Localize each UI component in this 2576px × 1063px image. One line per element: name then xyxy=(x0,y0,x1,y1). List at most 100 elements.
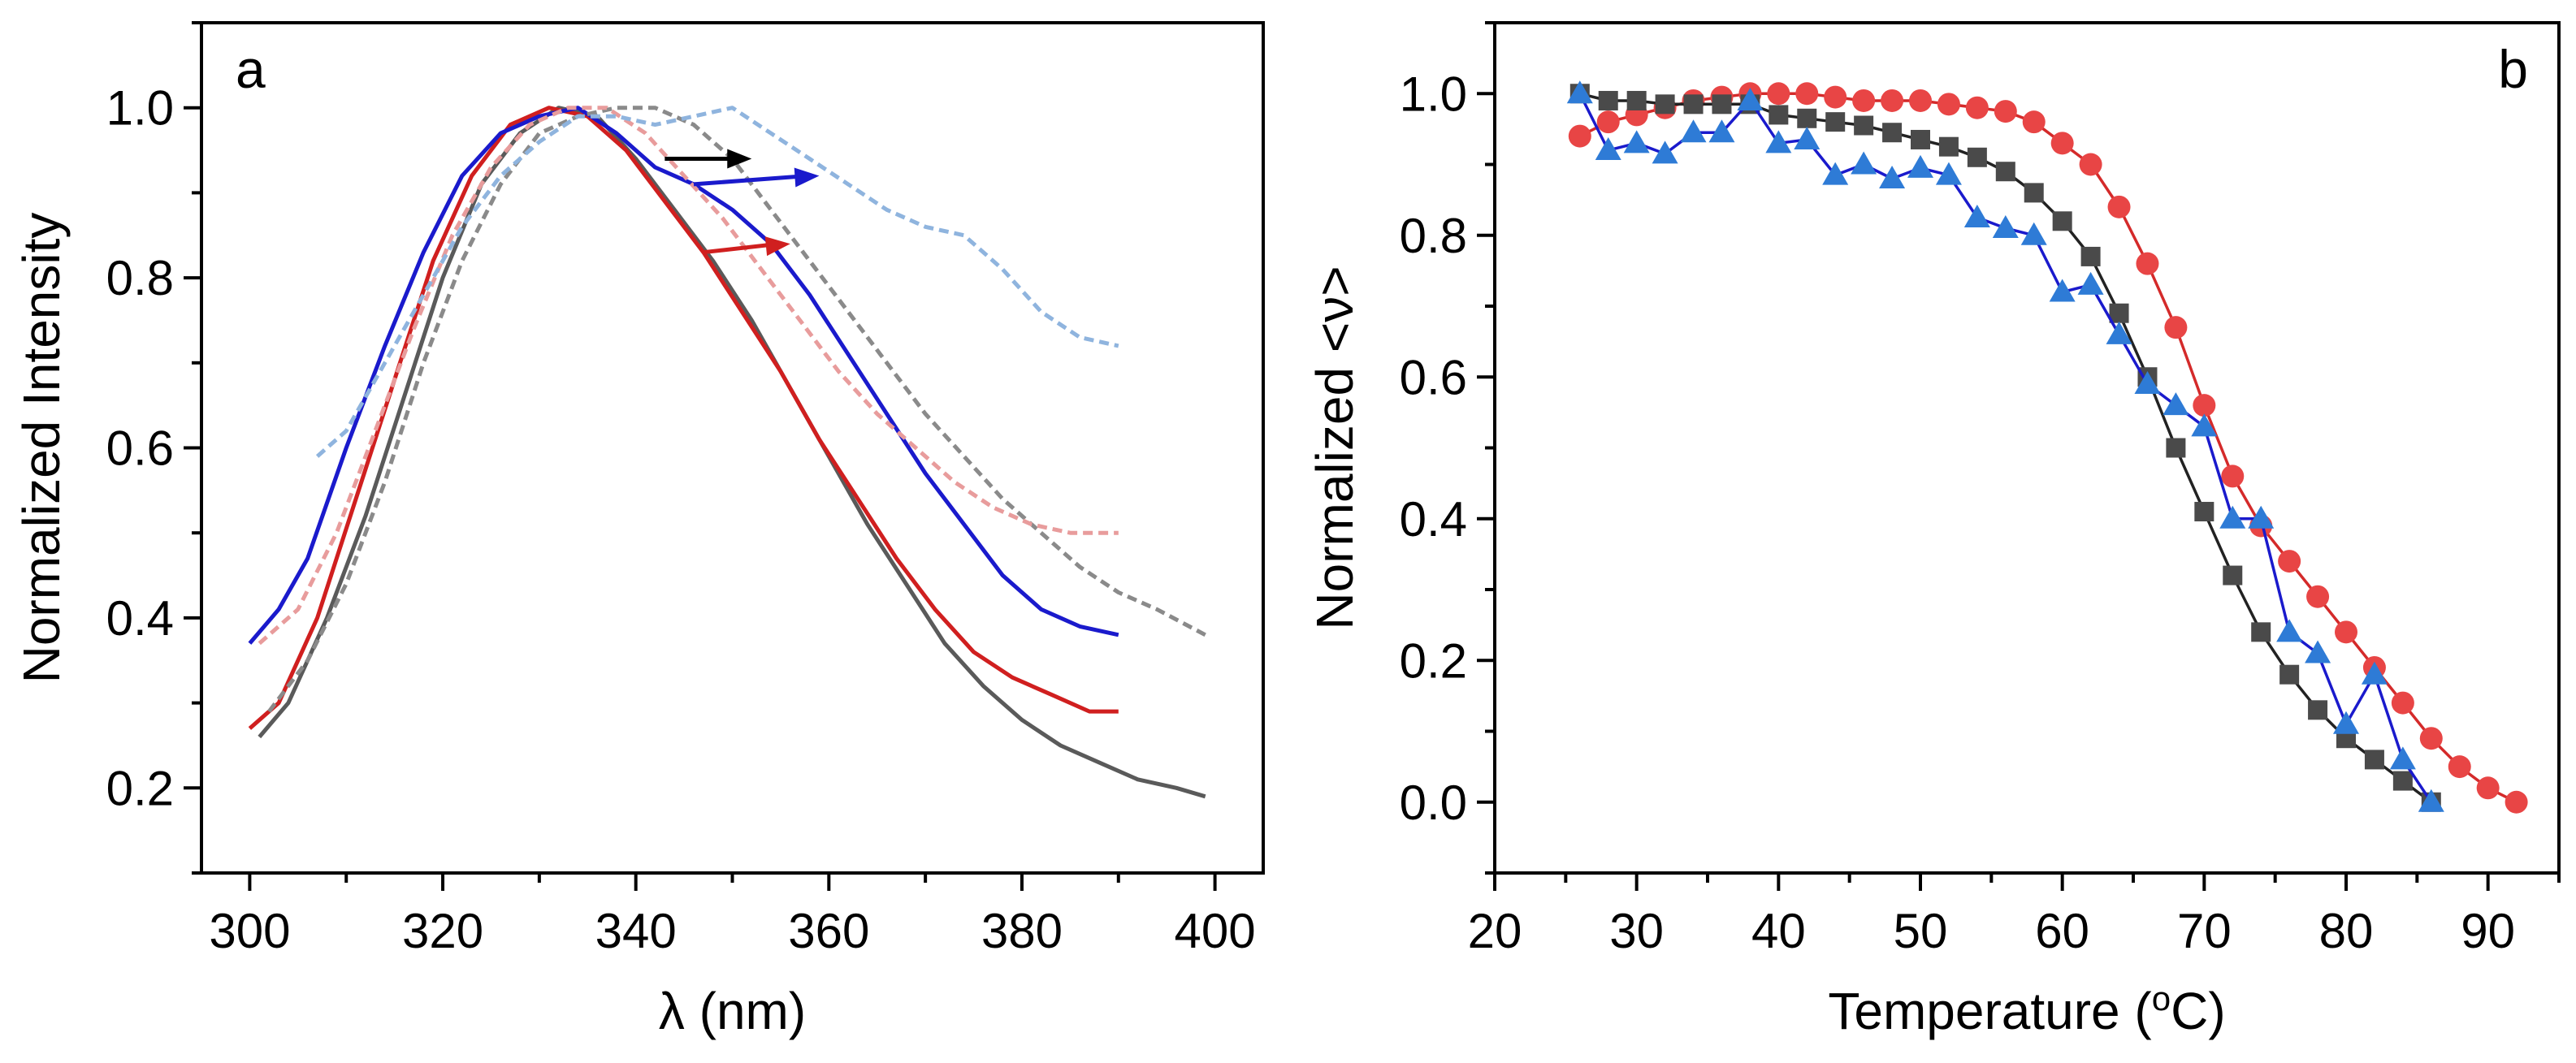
panel-a-x-ticks: 300 320 340 360 380 400 xyxy=(209,873,1256,958)
series-2-point xyxy=(2333,711,2359,734)
panel-b-y-ticks: 0.0 0.2 0.4 0.6 0.8 1.0 xyxy=(1400,21,1495,875)
series-0-point xyxy=(1909,89,1932,112)
series-1-point xyxy=(2194,502,2214,522)
series-1-point xyxy=(2392,771,2413,791)
series-1-point xyxy=(1825,112,1846,132)
series-0-point xyxy=(1965,96,1989,119)
series-2-point xyxy=(1737,87,1764,110)
series-0-point xyxy=(2050,132,2074,155)
x-tick-label: 300 xyxy=(209,904,290,958)
panel-b: 20 30 40 50 60 70 80 90 0.0 0.2 0.4 0.6 0.8 1.0 b Te… xyxy=(1305,21,2561,1040)
series-1-point xyxy=(2052,211,2072,231)
series-2-point xyxy=(1566,80,1593,104)
series-0-point xyxy=(2164,316,2188,339)
x-tick-label: 70 xyxy=(2177,904,2232,958)
y-tick-label: 1.0 xyxy=(1400,67,1467,121)
series-0-point xyxy=(2391,691,2414,715)
series-4-line xyxy=(258,106,1119,646)
series-1-point xyxy=(1655,94,1675,115)
series-0-point xyxy=(2022,110,2046,134)
x-tick-label: 40 xyxy=(1751,904,1806,958)
y-tick-label: 0.6 xyxy=(106,421,174,476)
x-tick-label: 400 xyxy=(1175,904,1256,958)
series-2-point xyxy=(1765,130,1792,153)
series-0-point xyxy=(1824,85,1847,109)
x-tick-label: 380 xyxy=(981,904,1063,958)
series-0-point xyxy=(1937,93,1960,116)
series-1-point xyxy=(2109,303,2129,323)
series-2-point xyxy=(1879,165,1906,188)
series-1-point xyxy=(2024,183,2044,203)
series-0-point xyxy=(1767,82,1790,106)
series-2-point xyxy=(1963,204,1990,227)
x-tick-label: 90 xyxy=(2461,904,2515,958)
series-2-point xyxy=(2049,279,2076,302)
series-0-point xyxy=(1596,110,1620,134)
series-0-point xyxy=(1881,89,1904,112)
panel-a-x-axis-title: λ (nm) xyxy=(659,982,806,1040)
series-0-point xyxy=(2448,755,2471,779)
y-tick-label: 0.8 xyxy=(106,251,174,305)
series-0-point xyxy=(2079,153,2102,176)
series-2-point xyxy=(1794,126,1821,149)
series-2-point xyxy=(1623,130,1650,153)
series-2-line xyxy=(248,106,1119,645)
panel-a-series xyxy=(248,106,1206,799)
series-2-point xyxy=(2077,271,2104,295)
series-0-point xyxy=(2136,252,2159,275)
series-2-point xyxy=(2305,640,2331,663)
series-1-point xyxy=(1967,147,1987,167)
series-0-point xyxy=(2419,727,2443,750)
series-0-point xyxy=(1795,82,1819,106)
panel-b-x-axis-title-tail: C) xyxy=(2171,982,2226,1040)
series-2-point xyxy=(2134,370,2161,394)
panel-b-x-ticks: 20 30 40 50 60 70 80 90 xyxy=(1468,873,2561,958)
series-1-point xyxy=(1683,94,1704,115)
series-2-point xyxy=(2418,789,2444,812)
series-2-point xyxy=(2163,392,2189,416)
y-tick-label: 0.2 xyxy=(1400,633,1467,688)
panel-a-label: a xyxy=(236,39,266,99)
series-2-point xyxy=(1992,215,2019,239)
series-1-point xyxy=(1769,105,1789,125)
y-tick-label: 0.0 xyxy=(1400,776,1467,830)
series-0-point xyxy=(2476,776,2500,800)
series-1-line xyxy=(248,106,1119,730)
series-2-point xyxy=(2361,661,2388,685)
panel-a-plot-frame xyxy=(200,21,1265,875)
series-0-point xyxy=(1568,124,1591,148)
x-tick-label: 20 xyxy=(1468,904,1522,958)
series-2-point xyxy=(2219,505,2246,529)
series-2-point xyxy=(1935,162,1962,185)
series-2-point xyxy=(1595,137,1621,161)
arrow-2-head xyxy=(764,236,790,257)
series-2-point xyxy=(1822,162,1849,185)
panel-a-y-ticks: 0.2 0.4 0.6 0.8 1.0 xyxy=(106,21,201,875)
series-2-point xyxy=(2106,321,2132,344)
series-0-point xyxy=(2107,195,2131,218)
series-2-point xyxy=(1652,140,1678,164)
y-tick-label: 0.4 xyxy=(1400,492,1467,547)
panel-b-series xyxy=(1566,80,2528,814)
series-1-line xyxy=(1579,92,2432,804)
series-0-point xyxy=(2335,620,2357,644)
series-1-point xyxy=(1911,129,1930,149)
series-1-point xyxy=(1626,90,1647,110)
series-0-point xyxy=(1994,100,2017,123)
series-2-point xyxy=(2248,505,2275,529)
x-tick-label: 320 xyxy=(402,904,483,958)
panel-a-y-axis-title: Normalized Intensity xyxy=(12,213,71,684)
series-1-point xyxy=(1712,94,1732,115)
series-5-line xyxy=(315,106,1119,458)
series-0-point xyxy=(2505,790,2528,814)
series-0-point xyxy=(2193,394,2216,417)
panel-b-label: b xyxy=(2498,39,2528,99)
y-tick-label: 0.2 xyxy=(106,761,174,815)
series-2-point xyxy=(1680,119,1707,143)
series-1-point xyxy=(1598,90,1618,110)
x-tick-label: 30 xyxy=(1609,904,1664,958)
series-0-point xyxy=(1852,89,1876,112)
y-tick-label: 0.8 xyxy=(1400,209,1467,263)
x-tick-label: 80 xyxy=(2319,904,2374,958)
x-tick-label: 340 xyxy=(595,904,677,958)
